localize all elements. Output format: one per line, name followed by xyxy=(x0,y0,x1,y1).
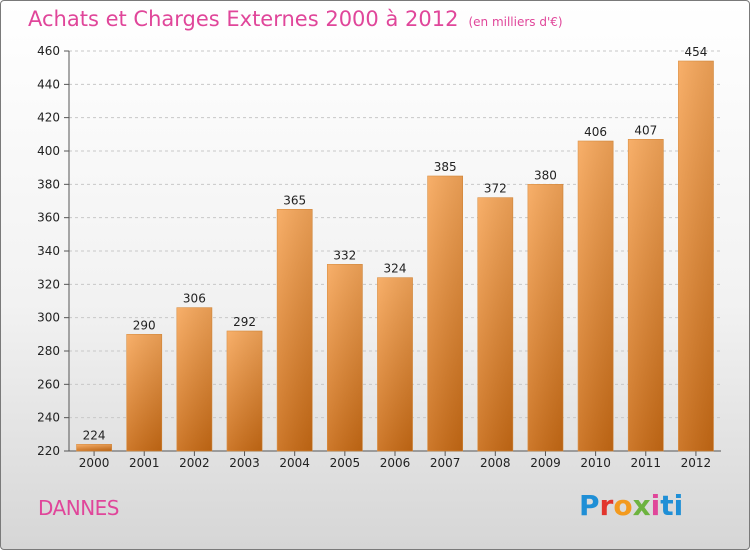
y-tick-label: 280 xyxy=(37,344,60,358)
logo-letter: i xyxy=(673,489,684,522)
data-label: 324 xyxy=(384,262,407,276)
y-tick-label: 440 xyxy=(37,77,60,91)
data-label: 406 xyxy=(584,125,607,139)
data-label: 224 xyxy=(83,428,106,442)
x-tick-label: 2011 xyxy=(630,456,661,470)
bar-shade xyxy=(427,176,463,451)
axes: 220 240 260 280 300 320 340 360 380 400 420 440 460 2… xyxy=(37,44,721,470)
y-tick-label: 300 xyxy=(37,311,60,325)
y-tick-label: 400 xyxy=(37,144,60,158)
bar-shade xyxy=(477,197,513,451)
x-tick-label: 2012 xyxy=(681,456,712,470)
y-tick-label: 320 xyxy=(37,277,60,291)
x-tick-label: 2005 xyxy=(330,456,361,470)
bar-shade xyxy=(327,264,363,451)
chart-title: Achats et Charges Externes 2000 à 2012 (e… xyxy=(28,7,563,31)
logo-letter: o xyxy=(613,489,633,522)
x-tick-label: 2008 xyxy=(480,456,511,470)
x-tick-label: 2003 xyxy=(229,456,260,470)
city-name: DANNES xyxy=(38,496,119,520)
logo-letter: r xyxy=(599,489,614,522)
data-label: 290 xyxy=(133,318,156,332)
bar-shade xyxy=(527,184,564,452)
logo-letter: t xyxy=(660,489,674,522)
bar-shade xyxy=(226,331,263,451)
bar-shade xyxy=(76,444,112,451)
y-tick-label: 340 xyxy=(37,244,60,258)
bar-shade xyxy=(277,209,313,451)
data-label: 332 xyxy=(333,248,356,262)
x-tick-label: 2000 xyxy=(79,456,110,470)
bars xyxy=(76,60,714,452)
data-label: 407 xyxy=(634,123,657,137)
data-label: 454 xyxy=(684,45,707,59)
logo-letter: P xyxy=(579,489,600,522)
chart-subtitle: (en milliers d'€) xyxy=(468,15,563,29)
y-tick-label: 220 xyxy=(37,444,60,458)
data-label: 292 xyxy=(233,315,256,329)
y-tick-label: 240 xyxy=(37,411,60,425)
data-label: 372 xyxy=(484,182,507,196)
bar-shade xyxy=(628,139,664,452)
y-tick-label: 380 xyxy=(37,177,60,191)
chart-title-text: Achats et Charges Externes 2000 à 2012 xyxy=(28,7,459,31)
x-tick-label: 2001 xyxy=(129,456,160,470)
y-tick-label: 460 xyxy=(37,44,60,58)
bar-shade xyxy=(126,334,162,451)
bar-shade xyxy=(578,141,614,451)
x-tick-label: 2007 xyxy=(430,456,461,470)
logo-letter: x xyxy=(632,489,651,522)
y-tick-label: 260 xyxy=(37,377,60,391)
data-label: 385 xyxy=(434,160,457,174)
x-tick-label: 2006 xyxy=(380,456,411,470)
logo-letter: i xyxy=(650,489,661,522)
x-tick-label: 2010 xyxy=(580,456,611,470)
bar-shade xyxy=(377,277,413,451)
y-tick-label: 420 xyxy=(37,111,60,125)
x-tick-label: 2009 xyxy=(530,456,561,470)
x-tick-label: 2002 xyxy=(179,456,210,470)
data-label: 365 xyxy=(283,193,306,207)
bar-shade xyxy=(678,61,714,451)
bar-shade xyxy=(176,307,212,451)
x-tick-label: 2004 xyxy=(279,456,310,470)
y-tick-label: 360 xyxy=(37,211,60,225)
data-labels: 224 290 306 292 365 332 324 385 372 380 406 407 454 xyxy=(83,45,708,442)
data-label: 306 xyxy=(183,292,206,306)
proxiti-logo: Proxiti xyxy=(579,489,683,522)
data-label: 380 xyxy=(534,168,557,182)
